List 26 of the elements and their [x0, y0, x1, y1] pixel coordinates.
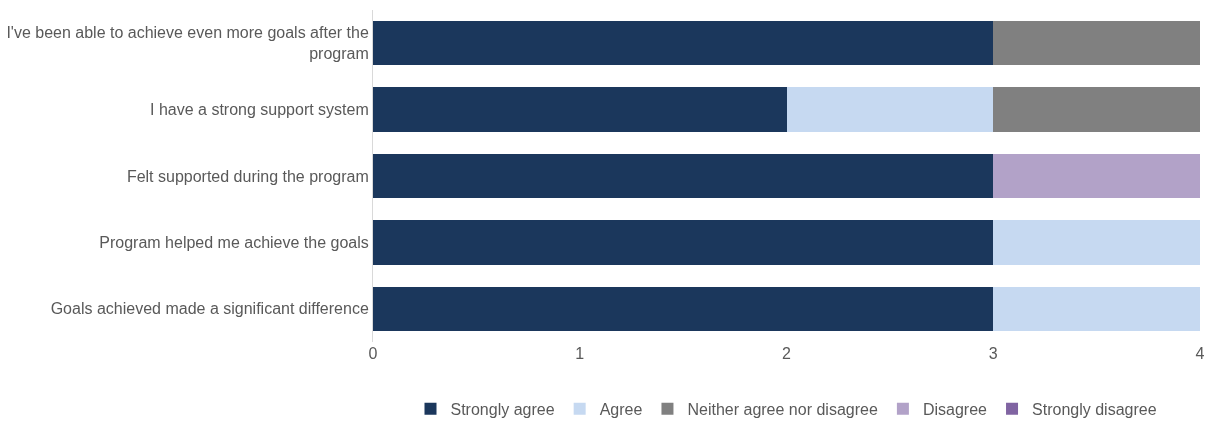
x-tick-label: 1 — [575, 345, 585, 362]
legend-label: Neither agree nor disagree — [687, 400, 878, 418]
x-tick-label: 0 — [368, 345, 378, 362]
x-tick-label: 4 — [1195, 345, 1205, 362]
legend-label: Agree — [599, 400, 643, 418]
bar — [993, 20, 1200, 66]
bar — [786, 87, 994, 132]
bar — [373, 87, 787, 132]
y-tick-label: Program helped me achieve the goals — [99, 234, 369, 251]
legend-label: Strongly agree — [450, 400, 555, 418]
x-tick-label: 2 — [782, 345, 792, 362]
y-tick-label: Goals achieved made a significant difference — [50, 300, 369, 318]
bar — [373, 153, 994, 199]
bar — [993, 153, 1200, 199]
bar — [993, 87, 1200, 132]
x-tick-label: 3 — [988, 345, 998, 362]
legend-label: Disagree — [922, 400, 988, 418]
bar — [373, 220, 994, 265]
legend-label: Strongly disagree — [1032, 400, 1157, 418]
bar — [373, 20, 994, 66]
bar — [993, 220, 1200, 265]
bar — [373, 286, 994, 332]
bar — [993, 286, 1200, 332]
y-tick-label: I have a strong support system — [150, 101, 369, 119]
y-tick-label: I've been able to achieve even more goals after the program — [6, 24, 369, 63]
y-tick-label: Felt supported during the program — [126, 167, 369, 185]
